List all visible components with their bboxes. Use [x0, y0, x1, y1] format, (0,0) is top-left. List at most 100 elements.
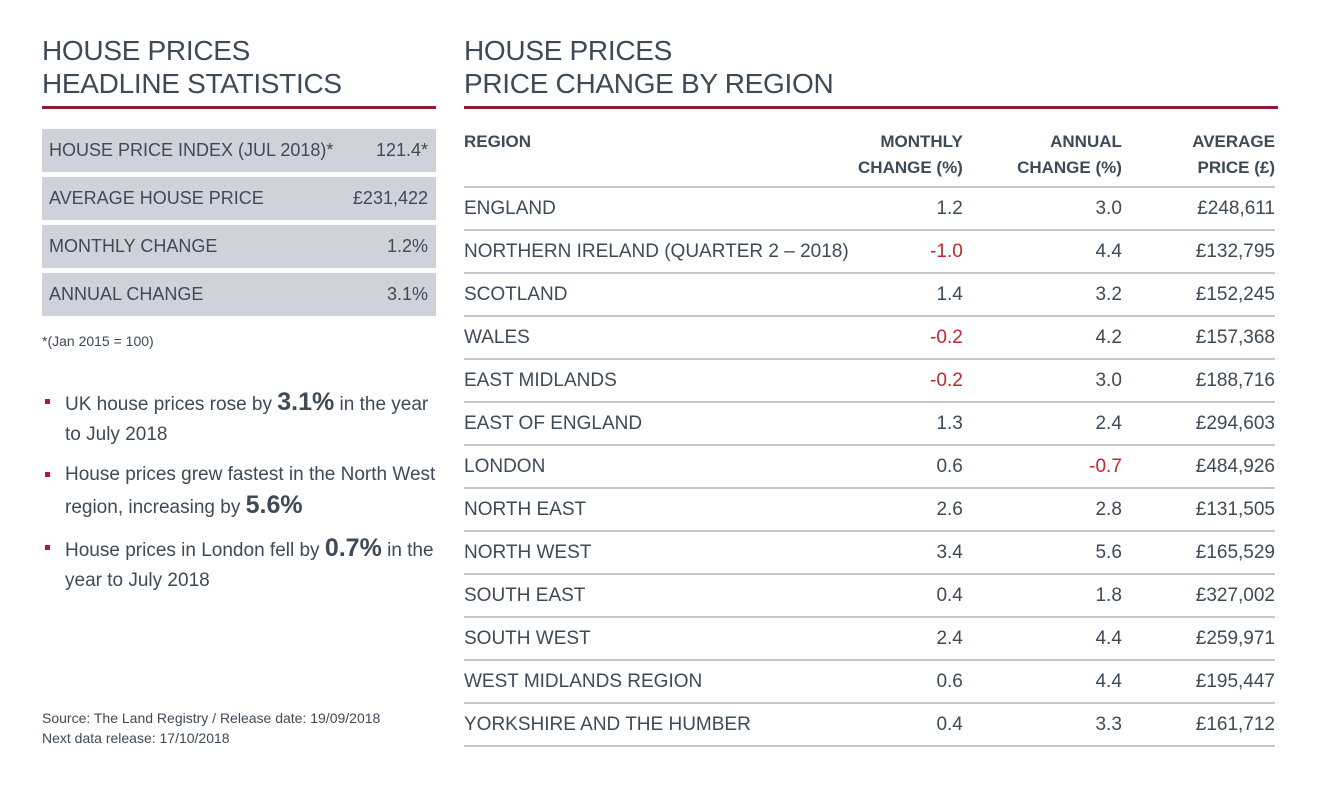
region-cell: SOUTH EAST — [464, 574, 849, 618]
region-cell: EAST OF ENGLAND — [464, 402, 849, 446]
stat-label: MONTHLY CHANGE — [49, 236, 218, 256]
annual-change-cell: -0.7 — [962, 445, 1122, 489]
region-cell: WALES — [464, 316, 849, 360]
stat-value: 121.4* — [375, 140, 428, 160]
title-line-1: HOUSE PRICES — [42, 35, 250, 66]
table-row: ENGLAND 1.2 3.0 £248,611 — [464, 187, 1275, 231]
column-header-region: REGION — [464, 129, 849, 188]
monthly-change-cell: 0.6 — [848, 660, 963, 704]
table-row: NORTHERN IRELAND (QUARTER 2 – 2018) -1.0 4… — [464, 230, 1275, 274]
stat-value: £231,422 — [352, 188, 428, 208]
stat-row: MONTHLY CHANGE 1.2% — [42, 225, 436, 268]
source-note: Source: The Land Registry / Release date… — [42, 708, 380, 748]
key-point-text: in the year to July 2018 — [65, 540, 434, 591]
key-point-text: UK house prices rose by — [65, 394, 278, 415]
stat-row: ANNUAL CHANGE 3.1% — [42, 273, 436, 316]
key-point-text: House prices in London fell by — [65, 540, 325, 561]
monthly-change-cell: 2.4 — [848, 617, 963, 661]
average-price-cell: £195,447 — [1121, 660, 1275, 704]
column-header-average-price: AVERAGE PRICE (£) — [1121, 129, 1275, 188]
annual-change-cell: 3.2 — [962, 273, 1122, 317]
region-cell: NORTH WEST — [464, 531, 849, 575]
table-row: EAST OF ENGLAND 1.3 2.4 £294,603 — [464, 402, 1275, 446]
stat-row: AVERAGE HOUSE PRICE £231,422 — [42, 177, 436, 220]
key-point-figure: 0.7% — [324, 534, 382, 562]
annual-change-cell: 1.8 — [962, 574, 1122, 618]
region-cell: SOUTH WEST — [464, 617, 849, 661]
column-header-monthly-change: MONTHLY CHANGE (%) — [848, 129, 963, 188]
monthly-change-cell: 1.4 — [848, 273, 963, 317]
monthly-change-cell: -0.2 — [848, 359, 963, 403]
headline-statistics-panel: HOUSE PRICES HEADLINE STATISTICS HOUSE P… — [42, 34, 436, 612]
annual-change-cell: 2.4 — [962, 402, 1122, 446]
key-point-figure: 3.1% — [277, 388, 335, 416]
region-cell: NORTHERN IRELAND (QUARTER 2 – 2018) — [464, 230, 849, 274]
region-table: REGION MONTHLY CHANGE (%) ANNUAL CHANGE (%… — [464, 129, 1275, 747]
table-header-row: REGION MONTHLY CHANGE (%) ANNUAL CHANGE (%… — [464, 129, 1275, 188]
annual-change-cell: 4.4 — [962, 617, 1122, 661]
average-price-cell: £484,926 — [1121, 445, 1275, 489]
key-point: House prices grew fastest in the North W… — [42, 460, 436, 523]
annual-change-cell: 4.4 — [962, 660, 1122, 704]
monthly-change-cell: 0.6 — [848, 445, 963, 489]
annual-change-cell: 5.6 — [962, 531, 1122, 575]
annual-change-cell: 3.3 — [962, 703, 1122, 747]
average-price-cell: £248,611 — [1121, 187, 1275, 231]
region-cell: WEST MIDLANDS REGION — [464, 660, 849, 704]
monthly-change-cell: 0.4 — [848, 703, 963, 747]
average-price-cell: £131,505 — [1121, 488, 1275, 532]
stat-row: HOUSE PRICE INDEX (JUL 2018)* 121.4* — [42, 129, 436, 172]
monthly-change-cell: -0.2 — [848, 316, 963, 360]
annual-change-cell: 4.2 — [962, 316, 1122, 360]
region-cell: LONDON — [464, 445, 849, 489]
title-line-2: PRICE CHANGE BY REGION — [464, 68, 834, 99]
monthly-change-cell: -1.0 — [848, 230, 963, 274]
index-footnote: *(Jan 2015 = 100) — [42, 333, 154, 349]
average-price-cell: £188,716 — [1121, 359, 1275, 403]
monthly-change-cell: 1.2 — [848, 187, 963, 231]
average-price-cell: £294,603 — [1121, 402, 1275, 446]
average-price-cell: £165,529 — [1121, 531, 1275, 575]
annual-change-cell: 4.4 — [962, 230, 1122, 274]
annual-change-cell: 2.8 — [962, 488, 1122, 532]
stat-value: 3.1% — [386, 284, 428, 304]
table-row: NORTH WEST 3.4 5.6 £165,529 — [464, 531, 1275, 575]
monthly-change-cell: 0.4 — [848, 574, 963, 618]
key-points-list: UK house prices rose by 3.1% in the year… — [42, 387, 436, 596]
title-line-2: HEADLINE STATISTICS — [42, 68, 342, 99]
monthly-change-cell: 2.6 — [848, 488, 963, 532]
regional-price-title: HOUSE PRICES PRICE CHANGE BY REGION — [464, 34, 1278, 109]
annual-change-cell: 3.0 — [962, 359, 1122, 403]
title-line-1: HOUSE PRICES — [464, 35, 672, 66]
key-point: House prices in London fell by 0.7% in t… — [42, 533, 436, 596]
table-row: WALES -0.2 4.2 £157,368 — [464, 316, 1275, 360]
next-release-line: Next data release: 17/10/2018 — [42, 730, 230, 746]
table-row: SCOTLAND 1.4 3.2 £152,245 — [464, 273, 1275, 317]
monthly-change-cell: 1.3 — [848, 402, 963, 446]
table-row: LONDON 0.6 -0.7 £484,926 — [464, 445, 1275, 489]
monthly-change-cell: 3.4 — [848, 531, 963, 575]
stat-value: 1.2% — [386, 236, 428, 256]
average-price-cell: £161,712 — [1121, 703, 1275, 747]
table-row: SOUTH EAST 0.4 1.8 £327,002 — [464, 574, 1275, 618]
region-cell: ENGLAND — [464, 187, 849, 231]
key-point-text: in the year to July 2018 — [65, 394, 429, 445]
table-row: WEST MIDLANDS REGION 0.6 4.4 £195,447 — [464, 660, 1275, 704]
region-cell: YORKSHIRE AND THE HUMBER — [464, 703, 849, 747]
source-line: Source: The Land Registry / Release date… — [42, 710, 381, 726]
average-price-cell: £157,368 — [1121, 316, 1275, 360]
average-price-cell: £132,795 — [1121, 230, 1275, 274]
table-row: EAST MIDLANDS -0.2 3.0 £188,716 — [464, 359, 1275, 403]
table-row: SOUTH WEST 2.4 4.4 £259,971 — [464, 617, 1275, 661]
region-cell: EAST MIDLANDS — [464, 359, 849, 403]
key-point: UK house prices rose by 3.1% in the year… — [42, 387, 436, 450]
key-point-text: House prices grew fastest in the North W… — [65, 464, 436, 518]
stat-label: AVERAGE HOUSE PRICE — [49, 188, 264, 208]
annual-change-cell: 3.0 — [962, 187, 1122, 231]
stat-label: HOUSE PRICE INDEX (JUL 2018)* — [49, 140, 334, 160]
table-row: NORTH EAST 2.6 2.8 £131,505 — [464, 488, 1275, 532]
table-row: YORKSHIRE AND THE HUMBER 0.4 3.3 £161,712 — [464, 703, 1275, 747]
region-table-body: ENGLAND 1.2 3.0 £248,611 NORTHERN IRELAND (Q… — [464, 187, 1275, 747]
average-price-cell: £259,971 — [1121, 617, 1275, 661]
average-price-cell: £152,245 — [1121, 273, 1275, 317]
